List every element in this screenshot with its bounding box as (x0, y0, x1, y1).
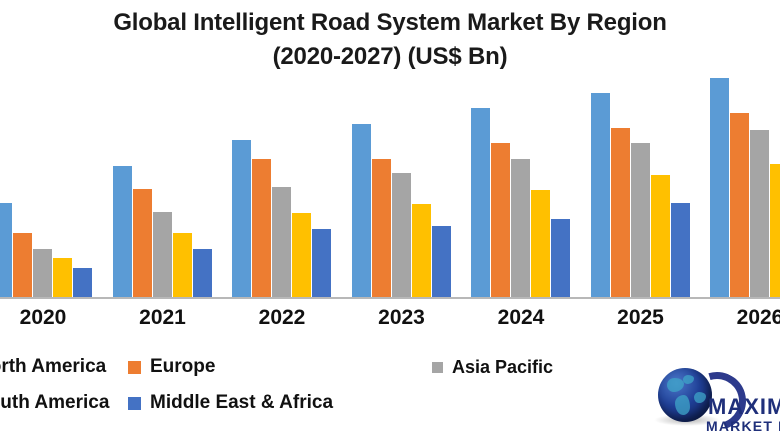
bar-2024-south-america[interactable] (531, 190, 550, 297)
bar-2021-middle-east-africa[interactable] (192, 249, 212, 297)
globe-icon (658, 368, 712, 422)
bar-2023-asia-pacific[interactable] (391, 173, 411, 297)
legend-item-europe[interactable]: Europe (128, 356, 215, 378)
bar-2021-asia-pacific[interactable] (152, 212, 172, 297)
bar-2022-middle-east-africa[interactable] (312, 229, 331, 297)
bar-group-2021 (112, 0, 213, 297)
bar-2023-europe[interactable] (371, 159, 391, 297)
bar-2025-south-america[interactable] (650, 175, 670, 297)
legend-label: Europe (150, 356, 216, 377)
bar-2020-south-america[interactable] (53, 258, 72, 297)
bar-group-2026 (710, 0, 780, 297)
bar-2022-north-america[interactable] (232, 140, 251, 297)
bar-2024-north-america[interactable] (471, 108, 490, 297)
bar-group-2024 (471, 0, 571, 297)
x-axis-line (0, 297, 780, 299)
legend-swatch-icon (128, 360, 141, 374)
bar-2020-europe[interactable] (13, 233, 32, 297)
bar-2026-asia-pacific[interactable] (750, 130, 769, 297)
legend-label: Middle East & Africa (150, 392, 334, 413)
bar-group-2020 (0, 0, 93, 297)
x-axis-label-2024: 2024 (497, 306, 545, 329)
company-logo: MAXIMIZE MARKET RESEARCH (652, 362, 780, 440)
legend-label: North America (0, 356, 107, 377)
bar-2025-middle-east-africa[interactable] (670, 203, 690, 297)
x-axis-label-2023: 2023 (378, 306, 425, 329)
bar-2020-middle-east-africa[interactable] (73, 268, 92, 297)
bar-2022-asia-pacific[interactable] (272, 187, 291, 297)
bar-2022-europe[interactable] (252, 159, 271, 297)
bar-2023-south-america[interactable] (411, 204, 431, 297)
bar-group-2022 (232, 0, 332, 297)
bar-2024-asia-pacific[interactable] (511, 159, 530, 297)
plot-area (0, 0, 780, 299)
x-axis-label-2022: 2022 (258, 306, 306, 329)
legend-item-north-america[interactable]: North America (0, 356, 106, 378)
bar-2026-south-america[interactable] (770, 164, 780, 297)
logo-brand-secondary: MARKET RESEARCH (706, 418, 780, 434)
x-axis-label-2021: 2021 (139, 306, 186, 329)
x-axis-label-2026: 2026 (736, 306, 780, 329)
bar-2025-europe[interactable] (610, 128, 630, 297)
legend-swatch-icon (128, 396, 141, 410)
bar-2023-north-america[interactable] (351, 124, 371, 297)
chart-title-line-2: (2020-2027) (US$ Bn) (272, 43, 508, 70)
chart-title-line-1: Global Intelligent Road System Market By… (113, 9, 667, 36)
legend-item-south-america[interactable]: South America (0, 392, 109, 414)
chart-title: Global Intelligent Road System Market By… (0, 6, 780, 74)
bar-2021-south-america[interactable] (172, 233, 192, 297)
bar-2021-north-america[interactable] (112, 166, 132, 297)
bar-2022-south-america[interactable] (292, 213, 311, 297)
bar-2025-asia-pacific[interactable] (630, 143, 650, 297)
bar-2020-north-america[interactable] (0, 203, 12, 297)
legend-item-asia-pacific[interactable]: Asia Pacific (432, 356, 553, 378)
bar-group-2025 (590, 0, 691, 297)
bar-2026-europe[interactable] (730, 113, 749, 297)
bar-2020-asia-pacific[interactable] (33, 249, 52, 297)
bar-2023-middle-east-africa[interactable] (431, 226, 451, 297)
bar-2025-north-america[interactable] (590, 93, 610, 297)
logo-brand-primary: MAXIMIZE (708, 394, 780, 419)
legend-item-middle-east-africa[interactable]: Middle East & Africa (128, 392, 333, 414)
x-axis-label-2025: 2025 (617, 306, 664, 329)
bar-2026-north-america[interactable] (710, 78, 729, 297)
bar-2024-europe[interactable] (491, 143, 510, 297)
x-axis-label-2020: 2020 (19, 306, 67, 329)
bar-2021-europe[interactable] (132, 189, 152, 297)
legend-label: Asia Pacific (452, 357, 554, 377)
bar-2024-middle-east-africa[interactable] (551, 219, 570, 297)
x-axis-labels: 20202021202220232024202520262027 (0, 303, 780, 337)
legend-swatch-icon (432, 361, 443, 373)
chart-legend: North America Europe Asia Pacific South Ame… (0, 352, 780, 440)
legend-label: South America (0, 392, 110, 413)
bar-group-2023 (351, 0, 452, 297)
